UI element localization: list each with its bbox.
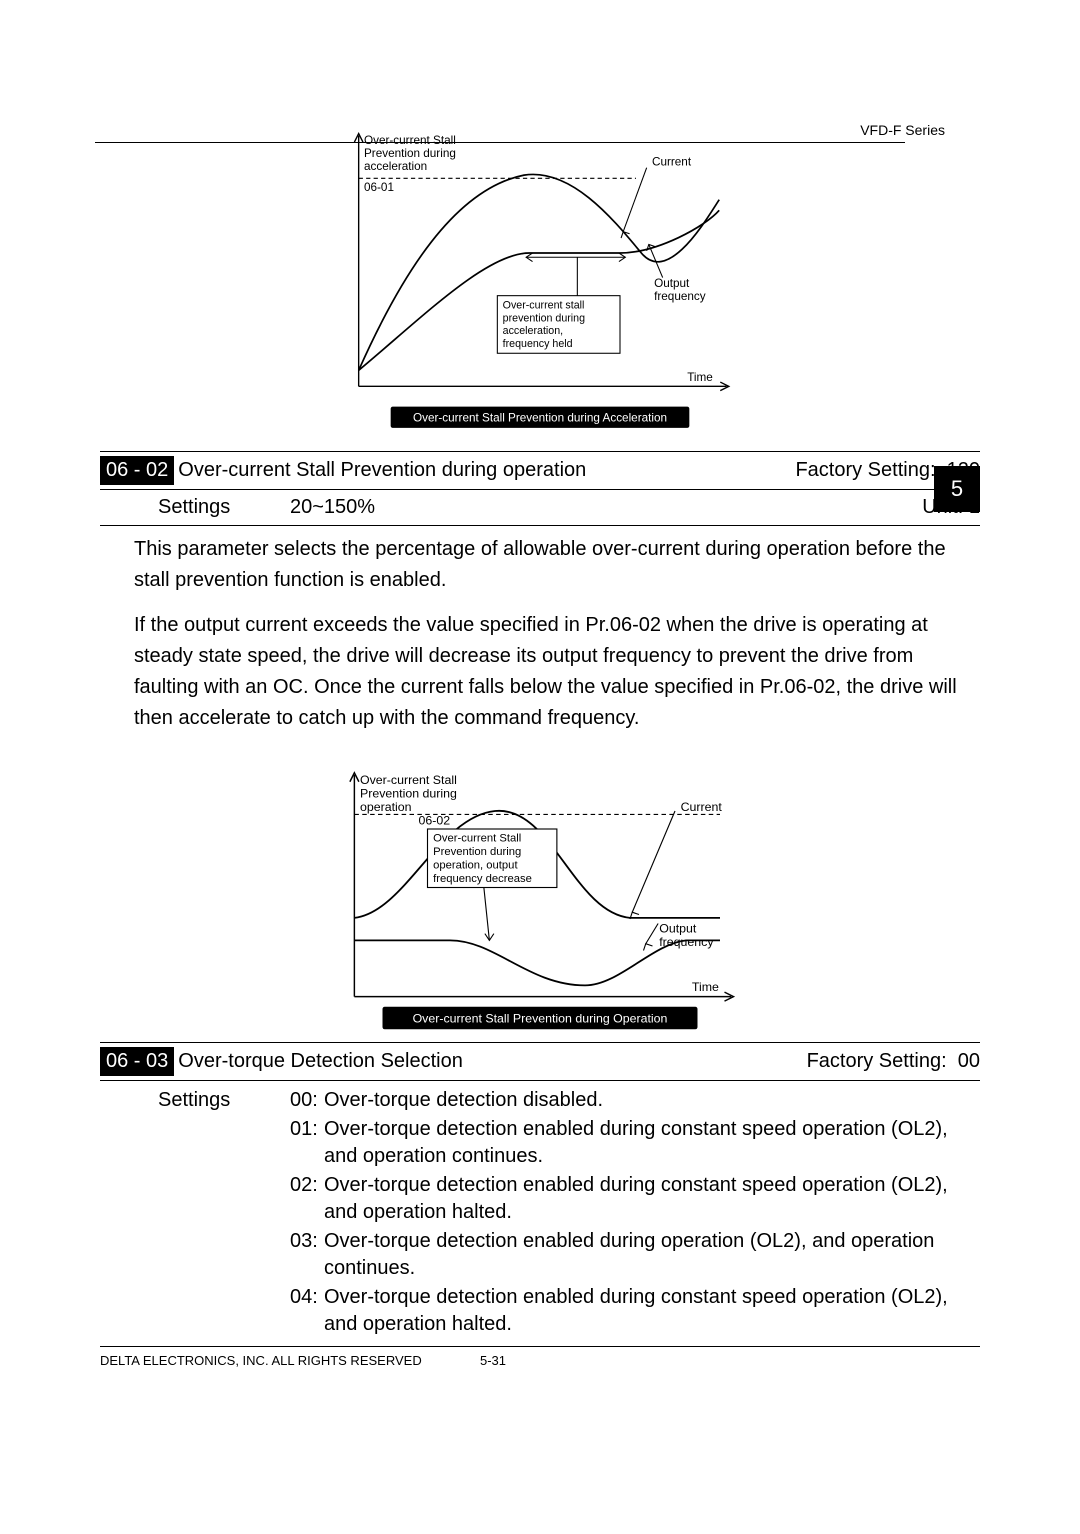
option-number: 04: [290, 1284, 324, 1338]
param-0602-row: 06 - 02 Over-current Stall Prevention du… [100, 451, 980, 490]
caption-oper: Over-current Stall Prevention during Ope… [383, 1007, 698, 1030]
label-top: Over-current StallPrevention duringaccel… [364, 134, 456, 173]
option-number: 00: [290, 1087, 324, 1114]
param-0603-title: Over-torque Detection Selection [178, 1050, 794, 1073]
param-0602-code: 06 - 02 [100, 456, 174, 485]
svg-text:Over-current Stall Prevention: Over-current Stall Prevention during Ope… [413, 1012, 668, 1026]
label-current: Current [652, 156, 692, 169]
param-0603-row: 06 - 03 Over-torque Detection Selection … [100, 1042, 980, 1081]
label-output-2: Outputfrequency [659, 922, 714, 950]
settings-options: 00:Over-torque detection disabled.01:Ove… [290, 1087, 980, 1340]
option-number: 02: [290, 1172, 324, 1226]
chapter-tab: 5 [934, 466, 980, 512]
chart-oper-wrap: Over-current StallPrevention duringopera… [100, 766, 980, 1036]
body-text-1: This parameter selects the percentage of… [100, 526, 980, 766]
settings-value: 20~150% [290, 496, 922, 519]
page: VFD-F Series 5 [0, 0, 1080, 1408]
label-time-2: Time [692, 980, 719, 994]
dec-box: Over-current StallPrevention duringopera… [428, 829, 557, 888]
option-text: Over-torque detection enabled during con… [324, 1172, 980, 1226]
body-p1: This parameter selects the percentage of… [134, 534, 980, 596]
chart-accel-wrap: Over-current StallPrevention duringaccel… [100, 125, 980, 445]
current-pointer [623, 168, 646, 232]
header-rule [95, 142, 905, 143]
option-number: 01: [290, 1116, 324, 1170]
svg-text:Over-current Stall Prevention: Over-current Stall Prevention during Acc… [413, 412, 667, 425]
option-number: 03: [290, 1228, 324, 1282]
hold-arrows [526, 253, 625, 296]
settings-option: 04:Over-torque detection enabled during … [290, 1284, 980, 1338]
hold-box: Over-current stallprevention duringaccel… [497, 296, 620, 354]
label-current-2: Current [681, 800, 723, 814]
label-param: 06-01 [364, 181, 394, 194]
option-text: Over-torque detection enabled during con… [324, 1284, 980, 1338]
settings-label-2: Settings [158, 1087, 290, 1340]
footer-copyright: DELTA ELECTRONICS, INC. ALL RIGHTS RESER… [100, 1353, 480, 1368]
settings-option: 03:Over-torque detection enabled during … [290, 1228, 980, 1282]
series-header: VFD-F Series [860, 122, 945, 143]
svg-text:Over-current StallPrevention d: Over-current StallPrevention duringopera… [433, 832, 532, 885]
current-pointer-2 [632, 811, 675, 912]
settings-label: Settings [158, 496, 290, 519]
chapter-number: 5 [951, 476, 963, 502]
output-pointer-2 [646, 924, 658, 944]
param-0602-title: Over-current Stall Prevention during ope… [178, 459, 783, 482]
footer: DELTA ELECTRONICS, INC. ALL RIGHTS RESER… [100, 1347, 980, 1368]
chart-accel: Over-current StallPrevention duringaccel… [300, 125, 780, 445]
settings-option: 02:Over-torque detection enabled during … [290, 1172, 980, 1226]
option-text: Over-torque detection disabled. [324, 1087, 980, 1114]
param-0603-code: 06 - 03 [100, 1047, 174, 1076]
series-label: VFD-F Series [860, 122, 945, 138]
param-0602-settings: Settings 20~150% Unit: 1 [100, 490, 980, 526]
footer-page: 5-31 [480, 1353, 506, 1368]
chart-oper: Over-current StallPrevention duringopera… [300, 766, 780, 1036]
caption-accel: Over-current Stall Prevention during Acc… [391, 407, 690, 428]
body-p2: If the output current exceeds the value … [134, 610, 980, 734]
settings-option: 01:Over-torque detection enabled during … [290, 1116, 980, 1170]
label-top-2: Over-current StallPrevention duringopera… [360, 773, 457, 814]
settings-option: 00:Over-torque detection disabled. [290, 1087, 980, 1114]
option-text: Over-torque detection enabled during ope… [324, 1228, 980, 1282]
option-text: Over-torque detection enabled during con… [324, 1116, 980, 1170]
label-time: Time [687, 371, 713, 384]
param-0603-settings: Settings 00:Over-torque detection disabl… [100, 1081, 980, 1347]
label-param-2: 06-02 [419, 814, 451, 828]
param-0603-factory: Factory Setting: 00 [807, 1050, 980, 1073]
label-output: Outputfrequency [654, 277, 706, 303]
